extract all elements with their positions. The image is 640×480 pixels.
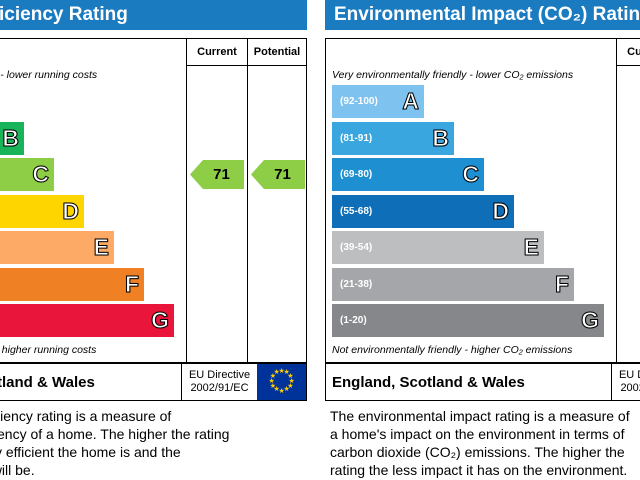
eu-flag-icon: ★ ★ ★ ★ ★ ★ ★ ★ ★ ★ ★ ★ xyxy=(257,364,306,400)
eu-flag-star: ★ xyxy=(283,386,290,394)
region-label: England, Scotland & Wales xyxy=(0,373,95,391)
top-caption: Very energy efficient - lower running co… xyxy=(0,69,98,81)
description-line: carbon dioxide (CO₂) emissions. The high… xyxy=(330,444,625,460)
eu-flag-star: ★ xyxy=(268,377,275,385)
chart-description: The environmental impact rating is a mea… xyxy=(330,407,630,479)
eu-flag-star: ★ xyxy=(269,382,277,390)
eu-flag-star: ★ xyxy=(283,368,290,376)
band-letter: C xyxy=(462,161,480,188)
rating-band-d: D xyxy=(0,194,84,228)
column-header-underline xyxy=(186,65,306,66)
description-line: The energy efficiency rating is a measur… xyxy=(0,408,172,424)
rating-band-f: F xyxy=(0,267,144,301)
potential-column-header: Potential xyxy=(253,46,301,58)
current-rating-arrow: 71 xyxy=(190,160,244,189)
band-letter: B xyxy=(432,124,450,151)
eu-directive-line1: EU Directive xyxy=(618,369,640,381)
rating-band-e: E xyxy=(0,231,114,264)
band-range-label: (39-54) xyxy=(340,242,373,253)
band-range-label: (81-91) xyxy=(340,132,373,144)
chart-footer: England, Scotland & Wales EU Directive 2… xyxy=(0,363,307,401)
band-letter: A xyxy=(402,88,420,115)
band-letter: F xyxy=(554,270,569,297)
chart-description: The energy efficiency rating is a measur… xyxy=(0,407,229,479)
rating-band-b: B xyxy=(0,121,24,155)
band-letter: D xyxy=(62,197,80,224)
band-range-label: (69-80) xyxy=(340,169,373,180)
eu-directive-line2: 2002/91/EC xyxy=(190,382,249,394)
eu-flag-star: ★ xyxy=(269,372,277,380)
description-line: a home's impact on the environment in te… xyxy=(330,426,625,442)
column-divider xyxy=(616,39,617,362)
rating-band-d: (55-68) D xyxy=(332,194,514,228)
band-letter: G xyxy=(151,307,170,334)
top-caption: Very environmentally friendly - lower CO… xyxy=(332,69,574,81)
eu-directive-label: EU Directive 2002/91/EC xyxy=(611,364,640,400)
rating-band-c: (69-80) C xyxy=(332,158,484,191)
band-range-label: (92-100) xyxy=(340,96,378,107)
band-letter: G xyxy=(581,307,600,334)
column-divider xyxy=(186,39,187,362)
current-column-header: Current xyxy=(627,46,640,58)
chart-title-bar: Energy Efficiency Rating xyxy=(0,0,307,30)
eu-directive-label: EU Directive 2002/91/EC xyxy=(181,364,258,400)
chart-box: Current Potential Very energy efficient … xyxy=(0,38,307,363)
band-range-label: (1-20) xyxy=(340,315,367,326)
potential-rating-arrow: 71 xyxy=(251,160,305,189)
rating-band-g: (1-20) G xyxy=(332,304,604,337)
energy-efficiency-rating-chart: Energy Efficiency Rating Current Potenti… xyxy=(0,0,307,480)
eu-flag-star: ★ xyxy=(278,387,285,395)
description-line: The environmental impact rating is a mea… xyxy=(330,408,630,424)
chart-footer: England, Scotland & Wales EU Directive 2… xyxy=(325,363,640,401)
environmental-impact-rating-chart: Environmental Impact (CO₂) Rating Curren… xyxy=(325,0,640,480)
rating-band-c: C xyxy=(0,158,54,191)
rating-band-e: (39-54) E xyxy=(332,231,544,264)
description-line: the overall efficiency of a home. The hi… xyxy=(0,426,230,442)
band-letter: C xyxy=(32,161,50,188)
band-range-label: (21-38) xyxy=(340,278,373,290)
band-range-label: (55-68) xyxy=(340,205,373,217)
rating-band-f: (21-38) F xyxy=(332,267,574,301)
band-letter: B xyxy=(2,124,20,151)
chart-box: Current Potential Very environmentally f… xyxy=(325,38,640,363)
chart-title-bar: Environmental Impact (CO₂) Rating xyxy=(325,0,640,30)
column-divider xyxy=(247,39,248,362)
description-line: rating the less impact it has on the env… xyxy=(330,462,628,478)
eu-directive-line2: 2002/91/EC xyxy=(620,382,640,394)
band-letter: E xyxy=(523,234,539,261)
band-letter: D xyxy=(492,197,510,224)
eu-flag-star: ★ xyxy=(273,386,280,394)
eu-flag-star: ★ xyxy=(287,382,294,390)
column-header-underline xyxy=(616,65,640,66)
band-letter: F xyxy=(124,270,139,297)
bottom-caption: Not environmentally friendly - higher CO… xyxy=(332,344,573,356)
bottom-caption: Not energy efficient - higher running co… xyxy=(0,344,97,356)
band-letter: E xyxy=(93,234,109,261)
region-label: England, Scotland & Wales xyxy=(332,373,525,391)
rating-band-g: G xyxy=(0,304,174,337)
rating-band-b: (81-91) B xyxy=(332,121,454,155)
description-line: the more energy efficient the home is an… xyxy=(0,444,181,460)
current-column-header: Current xyxy=(197,46,237,58)
eu-directive-line1: EU Directive xyxy=(188,369,251,381)
description-line: lower fuel bills will be. xyxy=(0,462,35,478)
eu-flag-star: ★ xyxy=(278,367,285,375)
rating-band-a: (92-100) A xyxy=(332,85,424,118)
eu-flag-star: ★ xyxy=(287,372,294,380)
eu-flag-star: ★ xyxy=(288,377,295,385)
eu-flag-star: ★ xyxy=(273,368,280,376)
